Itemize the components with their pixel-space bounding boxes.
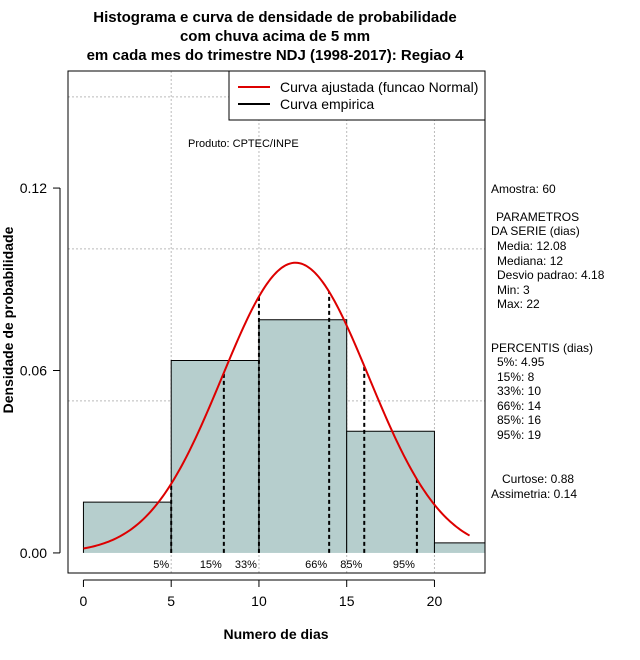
params-title-1: PARAMETROS <box>496 210 579 224</box>
percentil-15: 15%: 8 <box>497 370 535 384</box>
percentil-66: 66%: 14 <box>497 399 541 413</box>
x-tick-label-1: 5 <box>167 593 175 609</box>
percentile-label-4: 85% <box>340 559 362 571</box>
y-axis-title: Densidade de probabilidade <box>0 226 16 413</box>
x-tick-label-4: 20 <box>427 593 443 609</box>
param-sd: Desvio padrao: 4.18 <box>497 268 605 282</box>
x-axis-title: Numero de dias <box>223 626 328 642</box>
skewness: Assimetria: 0.14 <box>491 487 577 501</box>
percentile-label-5: 95% <box>393 559 415 571</box>
percentile-label-2: 33% <box>235 559 257 571</box>
histogram-bar-1 <box>171 360 259 553</box>
chart-title-line-3: em cada mes do trimestre NDJ (1998-2017)… <box>87 47 464 64</box>
product-annotation: Produto: CPTEC/INPE <box>188 138 299 150</box>
percentis-title: PERCENTIS (dias) <box>491 341 593 355</box>
legend: Curva ajustada (funcao Normal) Curva emp… <box>228 70 486 121</box>
x-tick-label-0: 0 <box>80 593 88 609</box>
x-tick-label-3: 15 <box>339 593 355 609</box>
param-min: Min: 3 <box>497 283 530 297</box>
y-tick-label-0: 0.00 <box>20 545 47 561</box>
percentil-5: 5%: 4.95 <box>497 355 545 369</box>
percentile-lines: 5% 15% 33% 66% 85% 95% <box>153 291 418 571</box>
y-tick-label-2: 0.12 <box>20 180 47 196</box>
param-mean: Media: 12.08 <box>497 239 567 253</box>
param-median: Mediana: 12 <box>497 254 563 268</box>
kurtosis: Curtose: 0.88 <box>502 472 574 486</box>
x-tick-label-2: 10 <box>251 593 267 609</box>
chart-title-line-2: com chuva acima de 5 mm <box>180 28 370 45</box>
legend-fitted-label: Curva ajustada (funcao Normal) <box>280 79 478 95</box>
percentile-label-1: 15% <box>200 559 222 571</box>
curves <box>83 261 471 550</box>
histogram-bars <box>82 319 485 553</box>
histogram-bar-outline-4 <box>433 542 485 553</box>
histogram-bar-4 <box>434 542 485 553</box>
sample-size: Amostra: 60 <box>491 182 556 196</box>
histogram-bar-outline-3 <box>346 430 435 553</box>
histogram-bar-2 <box>258 319 347 553</box>
params-title-2: DA SERIE (dias) <box>491 224 580 238</box>
axes: 0 5 10 15 20 0.00 0.06 0.12 <box>20 180 443 609</box>
legend-box <box>228 70 486 121</box>
percentil-85: 85%: 16 <box>497 413 541 427</box>
y-tick-label-1: 0.06 <box>20 362 47 378</box>
percentile-label-3: 66% <box>305 559 327 571</box>
percentil-95: 95%: 19 <box>497 428 541 442</box>
percentil-33: 33%: 10 <box>497 384 541 398</box>
param-max: Max: 22 <box>497 297 540 311</box>
histogram-bar-3 <box>346 431 435 553</box>
side-info-panel: Amostra: 60 PARAMETROS DA SERIE (dias) M… <box>491 182 605 501</box>
legend-empirical-label: Curva empirica <box>280 96 374 112</box>
chart-title-line-1: Histograma e curva de densidade de proba… <box>93 9 456 26</box>
percentile-label-0: 5% <box>153 559 169 571</box>
fitted-normal-curve <box>83 261 471 550</box>
